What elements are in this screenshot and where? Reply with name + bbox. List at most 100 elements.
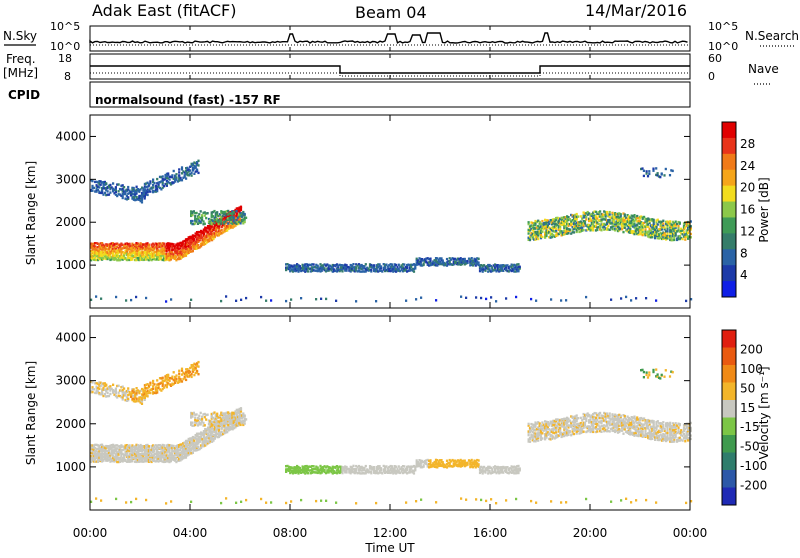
velocity-cell	[204, 424, 206, 426]
power-cell	[196, 212, 198, 214]
power-cell	[152, 186, 154, 188]
colorbar-swatch	[722, 217, 736, 233]
power-cell	[620, 297, 622, 299]
power-cell	[175, 173, 177, 175]
power-cell	[648, 173, 650, 175]
power-cell	[196, 220, 198, 222]
power-cell	[429, 260, 431, 262]
power-cell	[317, 265, 319, 267]
power-cell	[624, 213, 626, 215]
power-cell	[609, 219, 611, 221]
velocity-cell	[193, 374, 195, 376]
power-cell	[398, 264, 400, 266]
velocity-cell	[197, 373, 199, 375]
colorbar-tick-label: 12	[740, 224, 755, 238]
velocity-cell	[464, 460, 466, 462]
power-cell	[677, 225, 679, 227]
power-cell	[107, 190, 109, 192]
power-cell	[123, 186, 125, 188]
velocity-heatmap	[90, 361, 692, 505]
velocity-cell	[341, 472, 343, 474]
power-cell	[325, 298, 327, 300]
power-cell	[609, 211, 611, 213]
freq-tick-bottom: 8	[64, 70, 71, 83]
date-title: 14/Mar/2016	[585, 1, 687, 20]
colorbar-tick-label: 16	[740, 203, 755, 217]
velocity-cell	[127, 387, 129, 389]
power-cell	[98, 186, 100, 188]
power-cell	[170, 298, 172, 300]
velocity-cell	[528, 423, 530, 425]
velocity-cell	[200, 436, 202, 438]
power-cell	[380, 265, 382, 267]
power-cell	[569, 228, 571, 230]
nave-tick-bottom: 0	[708, 70, 715, 83]
velocity-cell	[169, 380, 171, 382]
velocity-cell	[429, 462, 431, 464]
power-cell	[662, 222, 664, 224]
cpid-label: CPID	[8, 88, 40, 102]
power-cell	[162, 175, 164, 177]
colorbar-swatch	[722, 202, 736, 218]
power-cell	[585, 216, 587, 218]
velocity-cell	[196, 413, 198, 415]
power-cell	[465, 297, 467, 299]
velocity-cell	[227, 411, 229, 413]
power-cell	[122, 197, 124, 199]
colorbar-swatch	[722, 249, 736, 265]
velocity-cell	[202, 422, 204, 424]
velocity-cell	[152, 380, 154, 382]
power-cell	[244, 221, 246, 223]
power-cell	[181, 179, 183, 181]
power-cell	[682, 238, 684, 240]
power-cell	[227, 222, 229, 224]
power-cell	[115, 186, 117, 188]
velocity-cell	[163, 386, 165, 388]
velocity-cell	[180, 378, 182, 380]
velocity-cell	[192, 452, 194, 454]
power-cell	[642, 229, 644, 231]
power-cell	[91, 180, 93, 182]
velocity-cell	[442, 461, 444, 463]
power-cell	[194, 215, 196, 217]
velocity-cell	[222, 417, 224, 419]
velocity-cell	[423, 464, 425, 466]
power-cell	[515, 296, 517, 298]
power-cell	[178, 174, 180, 176]
velocity-cell	[205, 418, 207, 420]
power-cell	[138, 195, 140, 197]
power-cell	[240, 299, 242, 301]
velocity-cell	[163, 444, 165, 446]
y-tick-label: 4000	[55, 129, 86, 143]
power-cell	[270, 299, 272, 301]
power-cell	[478, 262, 480, 264]
power-cell	[104, 192, 106, 194]
power-cell	[537, 238, 539, 240]
power-cell	[220, 223, 222, 225]
cpid-text: normalsound (fast) -157 RF	[95, 93, 281, 107]
velocity-cell	[478, 459, 480, 461]
power-cell	[355, 300, 357, 302]
velocity-cell	[141, 403, 143, 405]
power-cell	[171, 251, 173, 253]
power-cell	[173, 243, 175, 245]
power-cell	[307, 270, 309, 272]
velocity-cell	[156, 379, 158, 381]
velocity-cell	[471, 459, 473, 461]
velocity-cell	[178, 373, 180, 375]
power-cell	[211, 223, 213, 225]
velocity-cell	[171, 376, 173, 378]
power-cell	[213, 210, 215, 212]
velocity-cell	[324, 469, 326, 471]
power-cell	[528, 232, 530, 234]
velocity-cell	[245, 418, 247, 420]
velocity-cell	[138, 390, 140, 392]
velocity-cell	[149, 382, 151, 384]
velocity-cell	[109, 393, 111, 395]
colorbar-tick-label: 8	[740, 246, 748, 260]
power-cell	[167, 172, 169, 174]
power-cell	[260, 296, 262, 298]
power-cell	[559, 228, 561, 230]
